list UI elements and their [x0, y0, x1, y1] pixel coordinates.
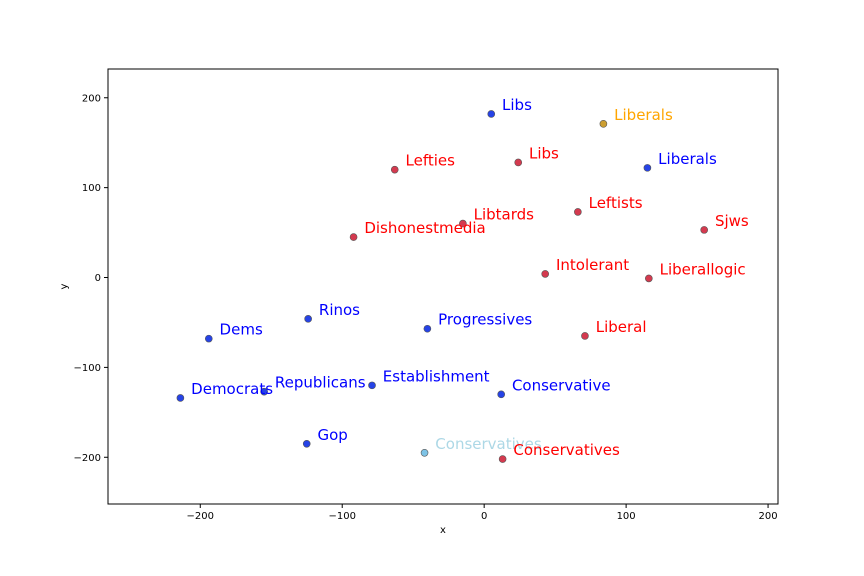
scatter-point	[390, 165, 399, 174]
point-label: Liberallogic	[655, 260, 746, 278]
point-label: Conservatives	[431, 435, 542, 453]
point-label: Leftists	[584, 194, 643, 212]
y-tick-label: 0	[95, 273, 101, 284]
x-tick-label: 0	[481, 511, 487, 522]
point-label: Establishment	[378, 367, 490, 385]
scatter-point	[204, 334, 213, 343]
point-label: Conservative	[507, 376, 610, 394]
y-tick-label: −100	[74, 363, 101, 374]
point-label: Democrats	[186, 380, 273, 398]
scatter-point	[487, 110, 496, 118]
point-label: Liberal	[591, 318, 647, 336]
point-label: Dems	[215, 321, 263, 339]
scatter-point	[459, 219, 467, 228]
point-label: Republicans	[270, 374, 366, 392]
scatter-point	[581, 332, 589, 340]
scatter-point	[304, 315, 312, 323]
x-tick-label: 100	[617, 511, 636, 522]
point-label: Rinos	[314, 301, 360, 319]
point-label: Liberals	[653, 150, 717, 168]
scatter-point	[176, 394, 185, 402]
y-axis-ticks: 200 100 0 −100 −200	[74, 93, 108, 464]
scatter-point	[260, 387, 268, 396]
x-tick-label: −100	[328, 511, 355, 522]
y-tick-label: 100	[82, 183, 101, 194]
y-tick-label: 200	[82, 93, 101, 104]
point-label: Libs	[524, 144, 559, 162]
scatter-point	[599, 120, 608, 128]
x-axis-ticks: −200 −100 0 100 200	[187, 504, 778, 522]
point-label: Dishonestmedia	[360, 219, 486, 237]
x-axis-label: x	[440, 525, 446, 536]
scatter-point	[574, 208, 582, 216]
point-label: Sjws	[710, 212, 749, 230]
x-tick-label: 200	[759, 511, 778, 522]
scatter-point	[643, 164, 652, 172]
y-axis-label: y	[59, 283, 70, 289]
scatter-point	[514, 158, 523, 167]
scatter-point	[420, 448, 429, 457]
point-label: Lefties	[401, 152, 455, 170]
scatter-point	[700, 226, 708, 234]
scatter-point	[368, 381, 376, 390]
scatter-point	[541, 270, 550, 278]
y-tick-label: −200	[74, 453, 101, 464]
point-label: Progressives	[433, 311, 532, 329]
point-label: Intolerant	[551, 256, 629, 274]
labels-layer: Libs Liberals Lefties Libs Liberals Left…	[186, 96, 749, 459]
scatter-point	[497, 390, 505, 399]
point-label: Gop	[313, 426, 348, 444]
point-label: Conservatives	[509, 441, 620, 459]
scatter-point	[423, 324, 432, 333]
point-label: Liberals	[609, 106, 673, 124]
scatter-point	[645, 274, 653, 283]
point-label: Libs	[497, 96, 532, 114]
points-layer	[176, 110, 708, 463]
x-tick-label: −200	[187, 511, 214, 522]
scatter-point	[302, 439, 311, 448]
scatter-point	[498, 455, 507, 463]
point-label: Libtards	[469, 206, 534, 224]
plot-frame	[107, 68, 779, 505]
scatter-point	[349, 233, 358, 241]
